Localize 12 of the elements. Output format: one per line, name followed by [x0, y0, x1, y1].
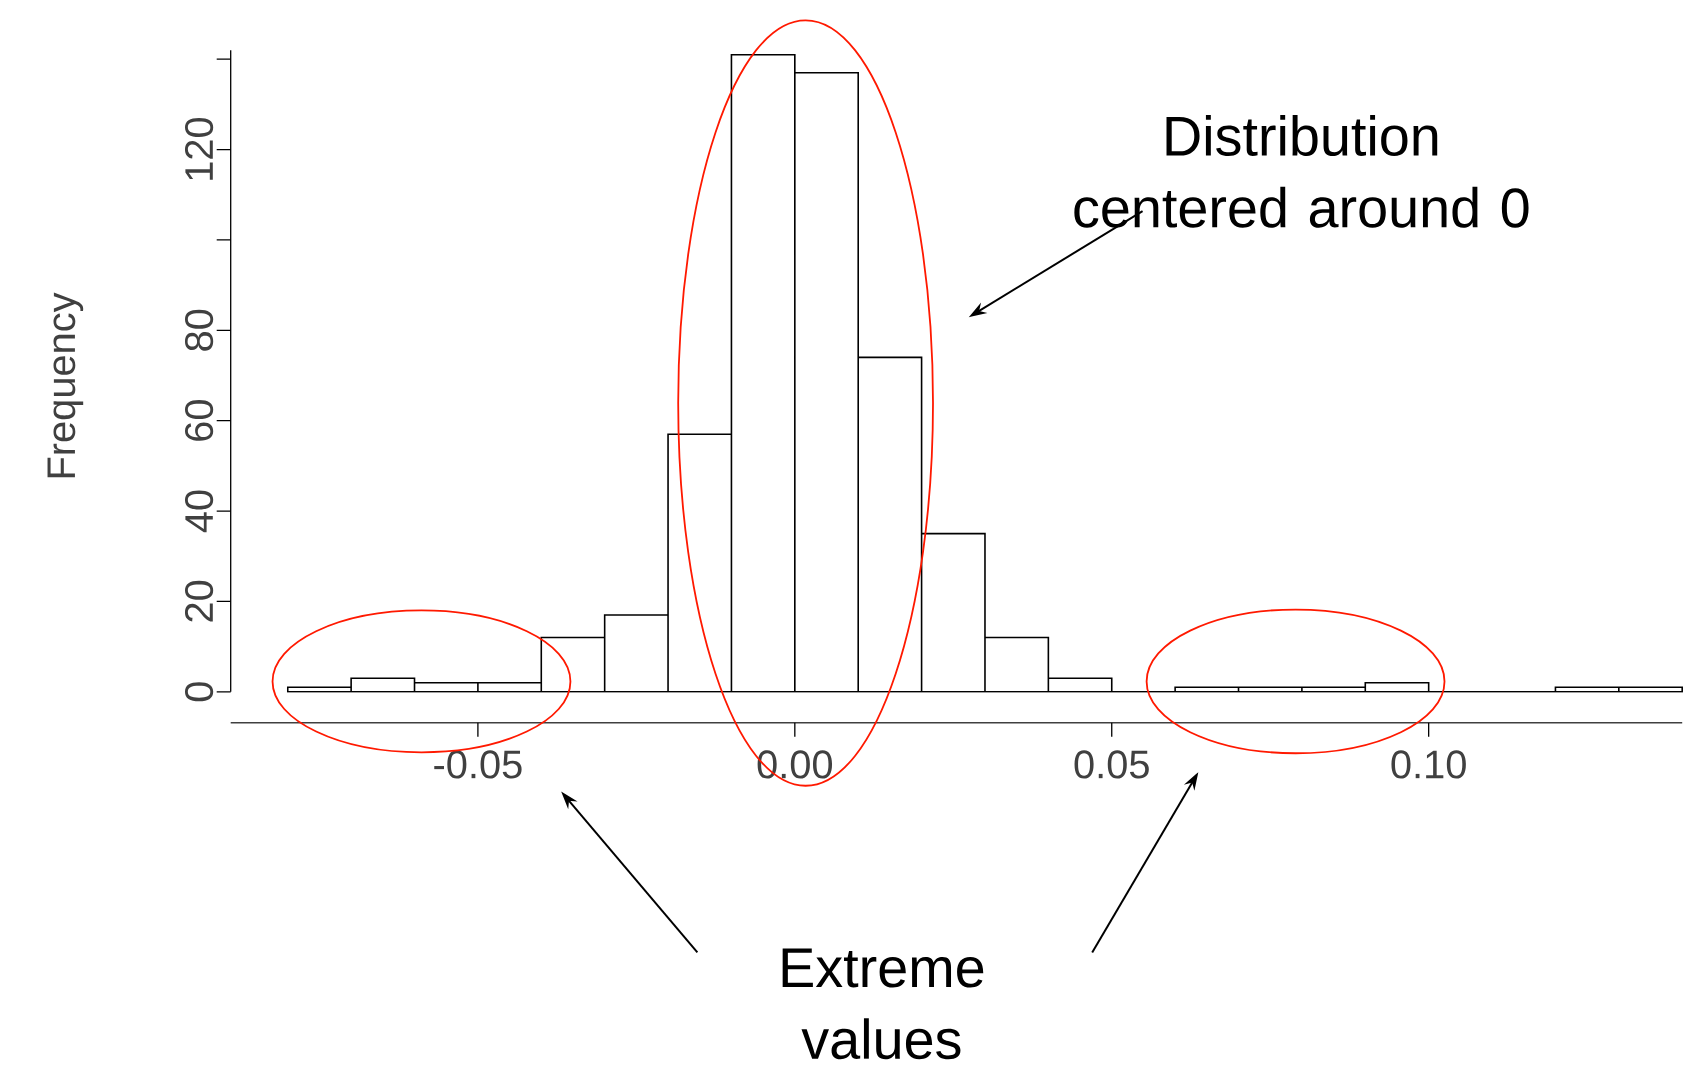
y-tick-label: 120 [184, 117, 214, 180]
y-tick-label: 40 [184, 490, 214, 533]
y-tick-label: 60 [184, 399, 214, 441]
text: Extreme values [782, 948, 984, 1059]
x-tick-label: 0.10 [1391, 750, 1466, 779]
x-tick-label: 0.05 [1074, 750, 1149, 779]
y-tick-label: 0 [184, 682, 214, 702]
annotation: Distribution centered around 0 [1074, 114, 1529, 228]
y-tick-label: 20 [184, 580, 214, 622]
y-tick-label: 80 [184, 309, 214, 351]
x-tick-label: -0.05 [434, 750, 522, 779]
y-axis-title: Frequency [47, 292, 84, 478]
